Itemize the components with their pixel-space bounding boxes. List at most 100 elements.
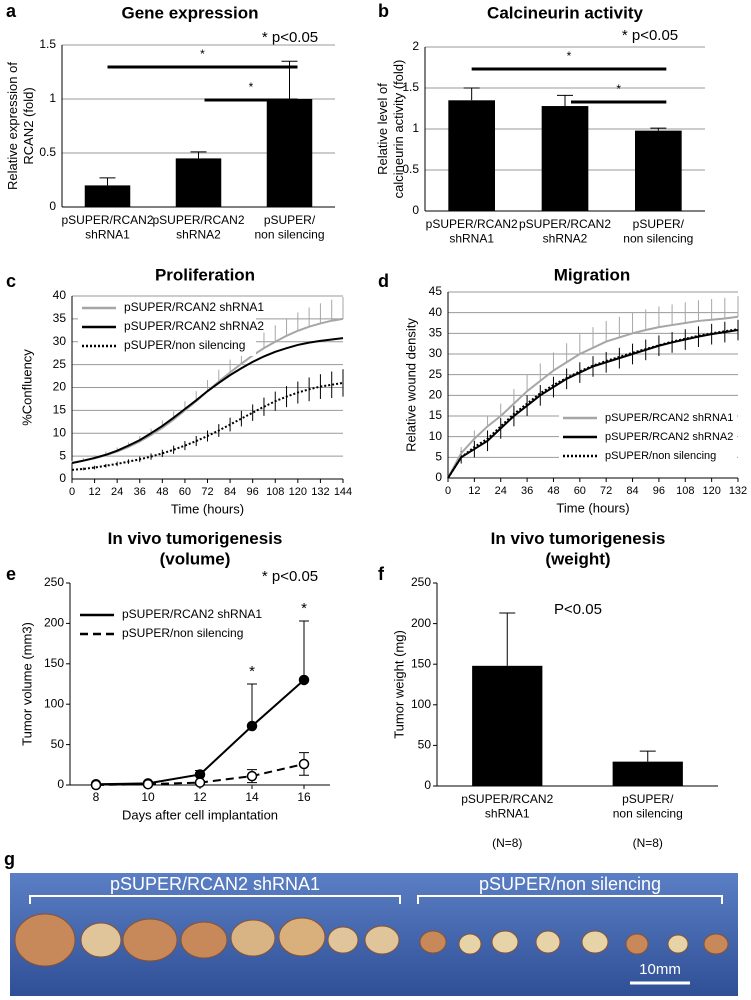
y-tick-label: 25 bbox=[53, 357, 67, 371]
marker bbox=[298, 758, 310, 770]
x-tick-label-line: shRNA1 bbox=[449, 232, 494, 246]
y-axis-title: Relative wound density bbox=[403, 318, 418, 452]
x-tick-label-line: non silencing bbox=[613, 807, 683, 821]
x-tick-label: pSUPER/RCAN2 shRNA1 bbox=[61, 213, 153, 241]
legend-label: pSUPER/RCAN2 shRNA1 bbox=[122, 607, 262, 621]
legend-label: pSUPER/non silencing bbox=[122, 626, 243, 640]
y-axis-title: Relative level ofcalcineurin activity (f… bbox=[376, 60, 407, 199]
x-tick-label: 24 bbox=[111, 486, 123, 498]
y-tick-label: 40 bbox=[53, 288, 67, 302]
y-tick-label: 25 bbox=[429, 367, 443, 381]
x-tick-label-line: pSUPER/ bbox=[633, 217, 685, 231]
error-bar bbox=[650, 127, 667, 131]
x-tick-label-line: shRNA2 bbox=[543, 232, 588, 246]
x-tick-label-line: pSUPER/RCAN2 bbox=[426, 217, 518, 231]
panel-letter: e bbox=[6, 564, 16, 584]
y-tick-label: 5 bbox=[59, 448, 66, 462]
y-tick-label: 100 bbox=[411, 697, 431, 711]
y-axis-title-line: Relative level of bbox=[376, 83, 391, 175]
y-tick-label: 200 bbox=[411, 616, 431, 630]
y-tick-label: 20 bbox=[53, 380, 67, 394]
x-tick-label: 36 bbox=[134, 486, 146, 498]
x-tick-label: 84 bbox=[224, 486, 236, 498]
group-label: pSUPER/RCAN2 shRNA1 bbox=[110, 874, 320, 894]
annotation: * p<0.05 bbox=[262, 568, 318, 585]
point-annotation: * bbox=[249, 663, 255, 680]
x-tick-label: 132 bbox=[729, 485, 747, 497]
panel-letter: c bbox=[6, 271, 16, 291]
x-tick-label: 0 bbox=[445, 485, 451, 497]
panel-letter: a bbox=[6, 1, 17, 21]
x-tick-label: 14 bbox=[245, 790, 259, 804]
x-tick-label: pSUPER/RCAN2 shRNA2 bbox=[152, 213, 244, 241]
x-tick-label: 16 bbox=[297, 790, 311, 804]
x-tick-label: pSUPER/non silencing bbox=[623, 217, 693, 245]
x-tick-label-line: non silencing bbox=[254, 228, 324, 242]
x-tick-label: pSUPER/RCAN2 shRNA1 bbox=[426, 217, 518, 245]
y-axis-title-line: Relative expression of bbox=[6, 62, 21, 190]
x-tick-label-line: pSUPER/RCAN2 bbox=[461, 792, 553, 806]
x-tick-label: 8 bbox=[93, 790, 100, 804]
x-tick-label: 144 bbox=[334, 486, 352, 498]
x-tick-label: pSUPER/RCAN2 shRNA2 bbox=[519, 217, 611, 245]
error-bar bbox=[99, 177, 116, 186]
chart-title: Proliferation bbox=[155, 265, 255, 284]
y-tick-label: 0 bbox=[424, 778, 431, 792]
significance-label: * bbox=[567, 49, 572, 63]
significance-label: * bbox=[249, 80, 254, 94]
bar bbox=[175, 158, 222, 207]
y-tick-label: 35 bbox=[53, 311, 67, 325]
tumors bbox=[14, 913, 729, 967]
y-tick-label: 0.5 bbox=[39, 145, 56, 159]
bar bbox=[266, 99, 313, 207]
legend-label: pSUPER/RCAN2 shRNA2 bbox=[605, 431, 733, 443]
x-tick-label-line: shRNA2 bbox=[176, 228, 221, 242]
chart-title-line: (weight) bbox=[545, 550, 610, 569]
x-tick-label: 108 bbox=[676, 485, 694, 497]
bar bbox=[612, 761, 683, 786]
x-tick-label: 24 bbox=[495, 485, 507, 497]
x-tick-label: pSUPER/non silencing bbox=[254, 213, 324, 241]
y-axis-title: Tumor weight (mg) bbox=[391, 630, 406, 739]
error-bar bbox=[499, 612, 516, 666]
significance-label: * bbox=[200, 47, 205, 61]
x-tick-label: 96 bbox=[247, 486, 259, 498]
x-tick-label: 72 bbox=[201, 486, 213, 498]
x-axis-title: Time (hours) bbox=[171, 501, 244, 516]
y-tick-label: 0 bbox=[59, 471, 66, 485]
error-bar bbox=[247, 683, 257, 727]
marker bbox=[142, 778, 154, 790]
legend-label: pSUPER/RCAN2 shRNA1 bbox=[124, 300, 264, 314]
y-tick-label: 50 bbox=[51, 737, 65, 751]
y-tick-label: 5 bbox=[435, 450, 442, 464]
x-tick-label-line: pSUPER/ bbox=[264, 213, 316, 227]
panel-letter: f bbox=[378, 564, 385, 584]
chart-title-line: In vivo tumorigenesis bbox=[491, 529, 666, 548]
n-label: (N=8) bbox=[633, 836, 663, 850]
y-tick-label: 1 bbox=[412, 121, 419, 135]
x-tick-label: 12 bbox=[193, 790, 207, 804]
panel-letter: b bbox=[378, 1, 389, 21]
x-tick-label-line: pSUPER/RCAN2 bbox=[61, 213, 153, 227]
y-tick-label: 150 bbox=[44, 656, 64, 670]
x-tick-label: 132 bbox=[311, 486, 329, 498]
x-tick-label-line: pSUPER/ bbox=[622, 792, 674, 806]
bar bbox=[635, 130, 682, 211]
y-tick-label: 0 bbox=[57, 777, 64, 791]
error-bar bbox=[639, 750, 656, 762]
y-tick-label: 1 bbox=[49, 91, 56, 105]
y-tick-label: 0 bbox=[49, 199, 56, 213]
y-tick-label: 10 bbox=[53, 425, 67, 439]
chart-title-line: (volume) bbox=[160, 550, 231, 569]
chart-title: In vivo tumorigenesis (volume) bbox=[108, 529, 283, 568]
y-tick-label: 250 bbox=[411, 575, 431, 589]
x-tick-label-line: non silencing bbox=[623, 232, 693, 246]
bar bbox=[472, 665, 543, 786]
x-tick-label: 96 bbox=[653, 485, 665, 497]
y-tick-label: 30 bbox=[53, 334, 67, 348]
marker bbox=[246, 770, 258, 782]
x-tick-label: pSUPER/non silencing bbox=[613, 792, 683, 820]
legend-label: pSUPER/non silencing bbox=[605, 450, 716, 462]
n-label: (N=8) bbox=[492, 836, 522, 850]
